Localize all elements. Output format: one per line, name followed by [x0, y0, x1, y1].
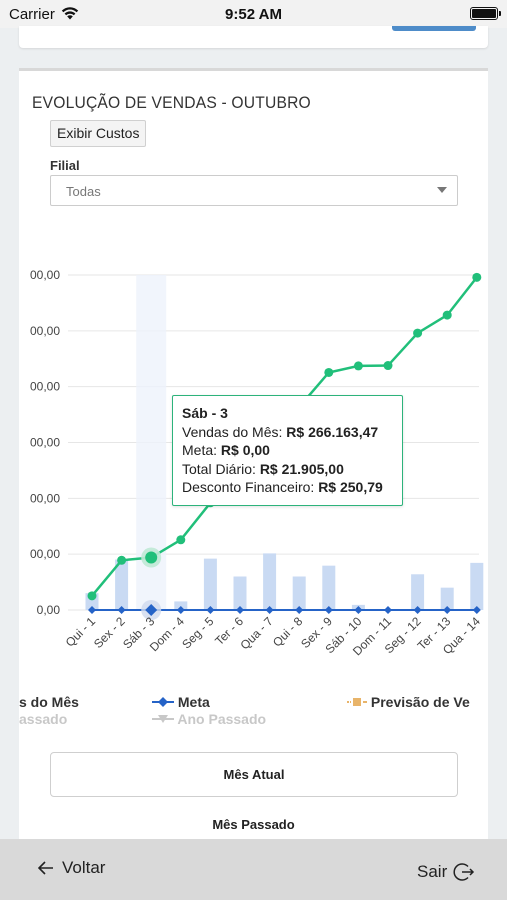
- last-month-button[interactable]: Mês Passado: [212, 817, 295, 832]
- bar-6: [263, 553, 277, 610]
- bar-8: [322, 565, 336, 610]
- meta-point-7: [295, 606, 304, 614]
- meta-point-3: [176, 606, 185, 614]
- carrier-label: Carrier: [9, 6, 55, 23]
- filial-label: Filial: [50, 158, 80, 173]
- bar-12: [440, 587, 454, 610]
- y-tick-label: 00,00: [30, 268, 60, 282]
- show-costs-button[interactable]: Exibir Custos: [50, 120, 147, 147]
- meta-point-6: [265, 606, 274, 614]
- card-title: EVOLUÇÃO DE VENDAS - OUTUBRO: [32, 93, 311, 112]
- meta-point-1: [117, 606, 126, 614]
- status-bar: Carrier 9:52 AM: [0, 0, 507, 28]
- x-tick-label: Sex - 2: [91, 614, 128, 651]
- legend-item-meta[interactable]: Meta: [152, 694, 210, 710]
- chart-tooltip: Sáb - 3 Vendas do Mês: R$ 266.163,47 Met…: [172, 395, 403, 506]
- square-marker-icon: [347, 698, 367, 706]
- legend-item-mes-passado[interactable]: assado: [19, 711, 68, 727]
- y-tick-label: 00,00: [30, 491, 60, 505]
- x-tick-label: Qua - 7: [238, 614, 276, 652]
- bar-4: [203, 558, 217, 610]
- tooltip-row-desconto: Desconto Financeiro: R$ 250,79: [182, 479, 383, 495]
- back-button[interactable]: Voltar: [38, 858, 105, 878]
- tooltip-row-total: Total Diário: R$ 21.905,00: [182, 460, 344, 477]
- logout-icon: [453, 863, 475, 881]
- exit-button[interactable]: Sair: [417, 861, 475, 883]
- legend-item-ano-passado[interactable]: Ano Passado: [152, 711, 266, 727]
- vendas-point-1: [117, 555, 127, 565]
- vendas-point-0: [87, 591, 97, 601]
- y-tick-label: 00,00: [30, 547, 60, 561]
- y-tick-label: 00,00: [30, 380, 60, 394]
- meta-point-4: [206, 606, 215, 614]
- vendas-point-11: [413, 328, 423, 338]
- tooltip-row-meta: Meta: R$ 0,00: [182, 442, 270, 458]
- arrow-left-icon: [38, 861, 53, 875]
- meta-point-9: [354, 606, 363, 614]
- bottom-bar: Voltar Sair: [0, 839, 507, 900]
- bar-3: [174, 601, 188, 610]
- legend-item-vendas[interactable]: s do Mês: [19, 694, 79, 710]
- clock: 9:52 AM: [225, 6, 282, 23]
- vendas-point-9: [353, 361, 363, 371]
- meta-point-12: [443, 606, 452, 614]
- tooltip-row-vendas: Vendas do Mês: R$ 266.163,47: [182, 423, 379, 440]
- x-tick-label: Seg - 5: [179, 614, 216, 651]
- meta-point-2: [145, 604, 158, 616]
- bar-11: [411, 574, 425, 610]
- meta-point-0: [88, 606, 96, 614]
- bar-1: [115, 559, 129, 610]
- vendas-point-12: [442, 310, 452, 320]
- bar-5: [233, 576, 247, 610]
- y-tick-label: 00,00: [30, 436, 60, 450]
- vendas-point-8: [324, 367, 334, 377]
- meta-point-11: [413, 606, 422, 614]
- vendas-point-3: [176, 535, 186, 545]
- legend-item-previsao[interactable]: Previsão de Ve: [347, 694, 470, 710]
- bar-13: [470, 562, 484, 610]
- chevron-down-icon: [437, 187, 447, 193]
- meta-point-13: [472, 606, 481, 614]
- meta-point-8: [324, 606, 333, 614]
- y-tick-label: 00,00: [30, 324, 60, 338]
- vendas-point-2: [145, 551, 158, 564]
- tooltip-title: Sáb - 3: [182, 405, 228, 421]
- previous-card-button[interactable]: [392, 26, 476, 31]
- triangle-marker-icon: [152, 715, 174, 723]
- battery-icon: [470, 7, 501, 20]
- diamond-marker-icon: [152, 697, 174, 707]
- meta-point-10: [384, 606, 392, 614]
- current-month-button[interactable]: Mês Atual: [50, 752, 458, 797]
- filial-selected-value: Todas: [66, 184, 101, 199]
- previous-card: [19, 26, 488, 48]
- wifi-icon: [60, 5, 80, 26]
- vendas-point-13: [472, 272, 482, 282]
- sales-evolution-card: EVOLUÇÃO DE VENDAS - OUTUBRO Exibir Cust…: [19, 68, 488, 868]
- filial-select[interactable]: Todas: [50, 175, 458, 206]
- y-tick-label: 0,00: [37, 603, 61, 617]
- vendas-point-10: [383, 361, 393, 371]
- chart-legend: s do Mês Meta Previsão de Ve assado Ano …: [19, 689, 488, 729]
- bar-7: [292, 576, 306, 610]
- meta-point-5: [236, 606, 244, 614]
